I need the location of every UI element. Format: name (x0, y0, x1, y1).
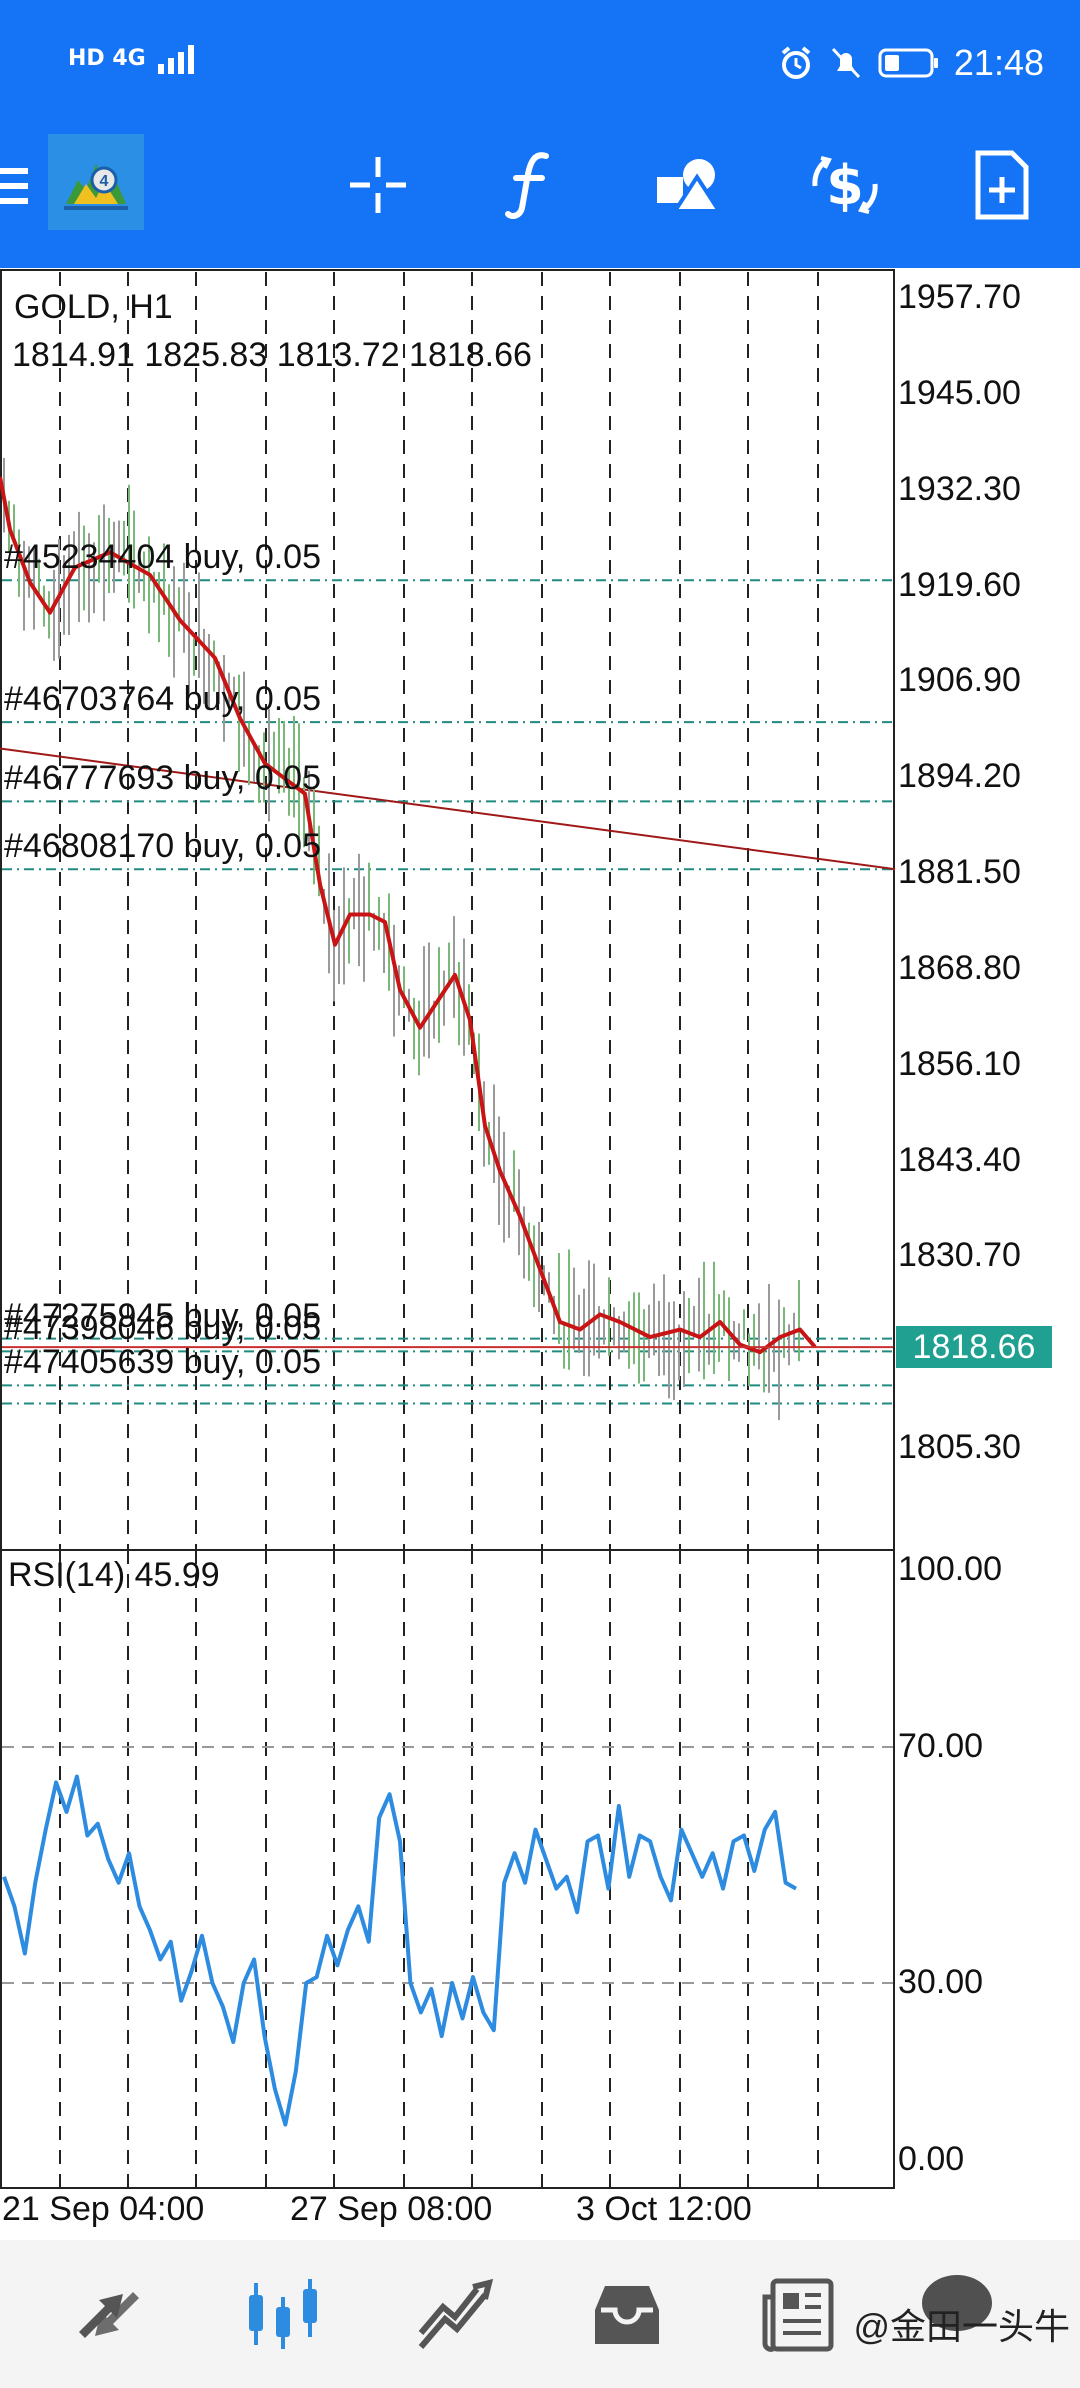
rsi-label: RSI(14) 45.99 (8, 1556, 220, 1594)
mute-icon (831, 47, 861, 79)
time-tick: 27 Sep 08:00 (290, 2190, 493, 2228)
price-tick: 1881.50 (898, 853, 1021, 891)
alarm-icon (781, 46, 811, 79)
time-tick: 21 Sep 04:00 (2, 2190, 205, 2228)
price-tick: 1906.90 (898, 661, 1021, 700)
ohlc-values: 1814.91 1825.83 1813.72 1818.66 (12, 336, 532, 374)
indicators-button[interactable] (480, 130, 580, 240)
watermark: @金田一头牛 (853, 2298, 1070, 2350)
order-label[interactable]: #47275945 buy, 0.05 (4, 1296, 321, 1335)
order-label[interactable]: #46777693 buy, 0.05 (4, 759, 321, 798)
order-label[interactable]: #45234404 buy, 0.05 (4, 538, 321, 577)
toolbar: 4 $ (0, 130, 1080, 240)
symbol-label: GOLD, H1 (14, 288, 173, 326)
rsi-tick: 30.00 (898, 1963, 984, 2001)
trade-icon (418, 2278, 494, 2349)
new-order-button[interactable] (952, 130, 1052, 240)
order-label[interactable]: #46808170 buy, 0.05 (4, 827, 321, 866)
metatrader-logo[interactable]: 4 (48, 134, 144, 230)
dollar-trade-icon: $ (812, 154, 878, 217)
trendline (0, 747, 896, 871)
moving-average-line (0, 476, 817, 1355)
nav-trade[interactable] (410, 2270, 500, 2360)
price-tick: 1856.10 (898, 1044, 1021, 1083)
objects-icon (657, 159, 723, 213)
metatrader-logo-icon: 4 (64, 164, 128, 210)
history-icon (595, 2286, 659, 2344)
price-tick: 1957.70 (898, 278, 1021, 316)
nav-history[interactable] (582, 2270, 672, 2360)
clock: 21:48 (953, 42, 1044, 83)
current-price-badge: 1818.66 (896, 1326, 1052, 1369)
news-icon (762, 2278, 834, 2352)
crosshair-button[interactable] (328, 130, 428, 240)
nav-quotes[interactable] (64, 2270, 154, 2360)
signal-icon (157, 45, 194, 74)
messages-icon[interactable] (922, 2275, 992, 2331)
order-label[interactable]: #47398046 buy, 0.05 (4, 1309, 321, 1348)
price-tick: 1805.30 (898, 1428, 1021, 1466)
order-label[interactable]: #47405639 buy, 0.05 (4, 1343, 321, 1382)
price-tick: 1868.80 (898, 948, 1021, 987)
rsi-line (2, 1774, 797, 2127)
nav-chart[interactable] (238, 2270, 328, 2360)
price-tick: 1894.20 (898, 757, 1021, 796)
indicators-icon (505, 152, 549, 219)
trade-button[interactable]: $ (795, 130, 895, 240)
price-tick: 1932.30 (898, 469, 1021, 508)
nav-news[interactable] (754, 2270, 844, 2360)
status-bar-left: HD 4G (68, 42, 200, 74)
objects-button[interactable] (638, 130, 738, 240)
svg-text:4: 4 (100, 173, 109, 190)
rsi-chart-frame (0, 1549, 895, 2189)
new-order-icon (975, 150, 1029, 220)
chart-icon (249, 2279, 317, 2349)
status-bar-right: 21:48 (778, 42, 1044, 84)
price-tick: 1919.60 (898, 565, 1021, 604)
svg-text:$: $ (826, 154, 864, 217)
quotes-icon (79, 2292, 139, 2338)
menu-icon[interactable] (0, 160, 32, 212)
time-tick: 3 Oct 12:00 (576, 2190, 752, 2228)
price-tick: 1945.00 (898, 373, 1021, 412)
price-tick: 1843.40 (898, 1140, 1021, 1179)
order-label[interactable]: #46703764 buy, 0.05 (4, 680, 321, 719)
bottom-navigation: @金田一头牛 (0, 2240, 1080, 2388)
rsi-tick: 70.00 (898, 1727, 984, 1765)
rsi-tick: 0.00 (898, 2140, 965, 2178)
crosshair-icon (350, 157, 406, 213)
watermark-text: @金田一头牛 (853, 2306, 1070, 2347)
top-bar: HD 4G 21:48 (0, 0, 1080, 268)
price-chart[interactable] (0, 268, 1080, 2248)
price-tick: 1830.70 (898, 1236, 1021, 1275)
network-indicator: HD 4G (68, 45, 146, 71)
chart-area[interactable]: GOLD, H1 1814.91 1825.83 1813.72 1818.66… (0, 268, 1080, 2248)
battery-icon (878, 48, 938, 78)
rsi-tick: 100.00 (898, 1550, 1002, 1588)
